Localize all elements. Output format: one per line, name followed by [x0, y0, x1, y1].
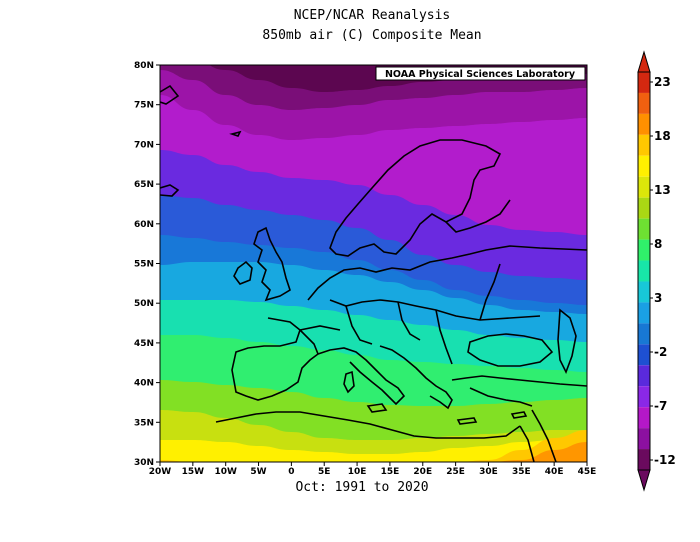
lat-label: 50N — [134, 299, 154, 309]
coastlines — [160, 84, 587, 462]
colorbar-segment — [638, 260, 650, 282]
lon-label: 5E — [318, 467, 330, 477]
colorbar-label: 18 — [654, 129, 671, 143]
colorbar-segment — [638, 92, 650, 114]
lon-label: 5W — [250, 467, 266, 477]
lat-label: 65N — [134, 180, 154, 190]
colorbar-segment — [638, 302, 650, 324]
lon-label: 15W — [182, 467, 205, 477]
lat-label: 45N — [134, 339, 154, 349]
colorbar-segment — [638, 323, 650, 345]
lon-label: 10E — [348, 467, 367, 477]
colorbar-label: 23 — [654, 75, 671, 89]
lat-label: 80N — [134, 61, 154, 71]
lon-label: 15E — [381, 467, 400, 477]
chart-subtitle: 850mb air (C) Composite Mean — [262, 28, 482, 43]
lat-label: 30N — [134, 458, 154, 468]
temperature-band — [160, 442, 587, 462]
colorbar-segment — [638, 344, 650, 366]
colorbar-segment — [638, 407, 650, 429]
colorbar-segment — [638, 72, 650, 93]
lat-label: 60N — [134, 220, 154, 230]
lon-label: 35E — [512, 467, 531, 477]
temperature-bands — [160, 65, 587, 462]
colorbar: 23 18 13 8 3 -2 -7 -12 — [637, 50, 676, 492]
colorbar-segment — [638, 239, 650, 261]
lon-label: 30E — [479, 467, 498, 477]
colorbar-label: 13 — [654, 183, 671, 197]
chart-title: NCEP/NCAR Reanalysis — [293, 8, 451, 23]
lon-label: 20W — [149, 467, 172, 477]
colorbar-segment — [638, 449, 650, 470]
lat-label: 75N — [134, 101, 154, 111]
lon-label: 45E — [578, 467, 597, 477]
colorbar-bottom-arrow — [637, 469, 651, 492]
colorbar-segment — [638, 428, 650, 450]
colorbar-segment — [638, 218, 650, 240]
colorbar-frame — [637, 71, 651, 471]
lon-label: 25E — [446, 467, 465, 477]
colorbar-label: -12 — [654, 453, 676, 467]
colorbar-label: 3 — [654, 291, 662, 305]
lat-label: 40N — [134, 379, 154, 389]
colorbar-segment — [638, 155, 650, 177]
colorbar-segment — [638, 386, 650, 408]
lon-label: 10W — [214, 467, 237, 477]
colorbar-segment — [638, 113, 650, 135]
colorbar-segment — [638, 197, 650, 219]
lat-label: 70N — [134, 140, 154, 150]
colorbar-segment — [638, 365, 650, 387]
colorbar-segment — [638, 134, 650, 156]
colorbar-segment — [638, 281, 650, 303]
colorbar-label: -7 — [654, 399, 667, 413]
temperature-band — [160, 438, 587, 462]
colorbar-label: -2 — [654, 345, 667, 359]
lat-label: 35N — [134, 418, 154, 428]
colorbar-top-arrow — [637, 50, 651, 73]
lon-label: 0 — [288, 467, 294, 477]
lon-label: 20E — [413, 467, 432, 477]
credit-box — [375, 66, 586, 81]
colorbar-label: 8 — [654, 237, 662, 251]
lon-label: 40E — [545, 467, 564, 477]
date-range-label: Oct: 1991 to 2020 — [295, 480, 429, 495]
lat-label: 55N — [134, 260, 154, 270]
credit-text: NOAA Physical Sciences Laboratory — [385, 69, 576, 80]
colorbar-segment — [638, 176, 650, 198]
